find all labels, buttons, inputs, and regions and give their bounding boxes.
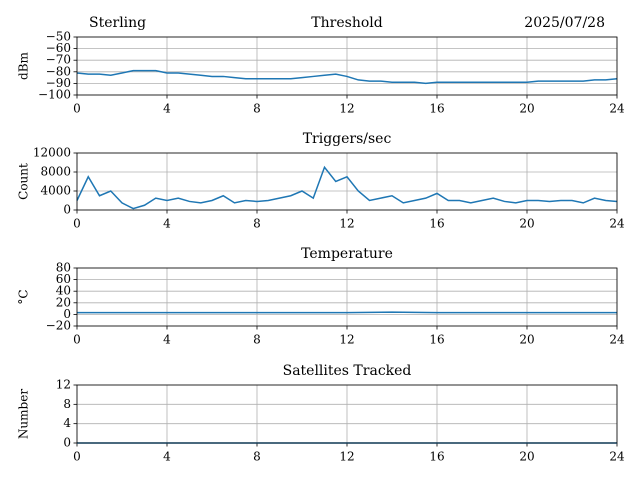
x-tick-label: 4	[163, 450, 171, 464]
x-tick-label: 24	[609, 333, 625, 347]
x-tick-label: 8	[253, 333, 261, 347]
x-tick-label: 20	[519, 450, 534, 464]
x-tick-label: 8	[253, 217, 261, 231]
x-tick-label: 12	[339, 102, 354, 116]
axes-frame	[76, 152, 618, 211]
y-tick-label: 4000	[40, 184, 71, 198]
y-tick-label: 8000	[40, 165, 71, 179]
series-line	[76, 165, 618, 210]
x-tick-label: 12	[339, 333, 354, 347]
chart-title: Satellites Tracked	[283, 363, 412, 379]
series-line	[77, 311, 617, 314]
y-tick-label: 8	[63, 397, 71, 411]
x-tick-label: 4	[163, 217, 171, 231]
axes-frame	[76, 36, 618, 96]
x-tick-label: 0	[73, 217, 81, 231]
x-tick-label: 20	[519, 333, 534, 347]
x-tick-label: 4	[163, 333, 171, 347]
y-axis-label: °C	[17, 289, 31, 304]
x-tick-label: 16	[429, 333, 444, 347]
x-tick-label: 16	[429, 450, 444, 464]
x-tick-label: 24	[609, 102, 625, 116]
y-tick-label: 4	[63, 416, 71, 430]
y-tick-label: 0	[63, 307, 71, 321]
x-tick-label: 20	[519, 217, 534, 231]
x-tick-label: 0	[73, 450, 81, 464]
x-tick-label: 16	[429, 217, 444, 231]
x-tick-label: 4	[163, 102, 171, 116]
y-tick-label: 0	[63, 203, 71, 217]
x-tick-label: 20	[519, 102, 534, 116]
x-tick-label: 8	[253, 450, 261, 464]
x-tick-label: 12	[339, 450, 354, 464]
y-tick-label: −90	[46, 76, 71, 90]
y-tick-label: 80	[56, 261, 71, 275]
y-tick-label: −50	[46, 30, 71, 44]
y-tick-label: −20	[46, 319, 71, 333]
chart-title: Threshold	[311, 15, 382, 31]
y-tick-label: −70	[46, 53, 71, 67]
y-tick-label: 12000	[33, 146, 71, 160]
x-tick-label: 8	[253, 102, 261, 116]
y-axis-label: Number	[17, 389, 31, 439]
x-tick-label: 24	[609, 217, 625, 231]
chart-title: Temperature	[301, 246, 393, 262]
y-axis-label: Count	[17, 163, 31, 200]
y-tick-label: −80	[46, 64, 71, 78]
x-tick-label: 12	[339, 217, 354, 231]
right-title: 2025/07/28	[524, 15, 605, 31]
y-tick-label: 0	[63, 436, 71, 450]
axes-frame	[76, 384, 618, 444]
x-tick-label: 0	[73, 333, 81, 347]
y-tick-label: −60	[46, 41, 71, 55]
y-tick-label: 40	[56, 284, 71, 298]
y-tick-label: 12	[56, 378, 71, 392]
left-title: Sterling	[89, 15, 146, 31]
axes-frame	[76, 267, 618, 327]
y-tick-label: 20	[56, 295, 71, 309]
x-tick-label: 16	[429, 102, 444, 116]
y-tick-label: 60	[56, 272, 71, 286]
y-tick-label: −100	[38, 88, 71, 102]
chart-title: Triggers/sec	[303, 131, 392, 147]
y-axis-label: dBm	[17, 51, 31, 80]
x-tick-label: 0	[73, 102, 81, 116]
series-line	[76, 69, 618, 85]
x-tick-label: 24	[609, 450, 625, 464]
